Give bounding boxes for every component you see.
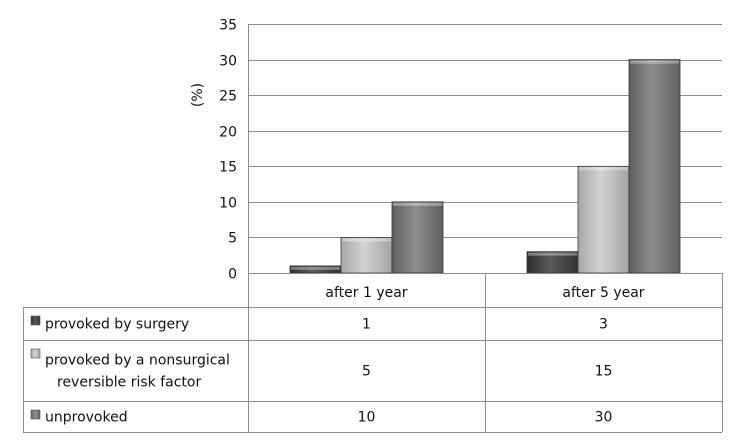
legend-key (30, 348, 41, 359)
y-tick-label: 30 (219, 54, 237, 70)
bar-1-3 (391, 201, 444, 274)
bar-2-3 (628, 59, 681, 274)
y-axis: 0 5 10 15 20 25 30 35 (219, 18, 249, 283)
y-axis-label: (%) (190, 83, 206, 107)
x-tick-label: after 1 year (325, 285, 407, 301)
data-label: 15 (595, 364, 613, 380)
data-label: 30 (595, 410, 613, 426)
bar-highlight (342, 238, 391, 242)
bar-highlight (291, 266, 340, 270)
legend-label: unprovoked (45, 410, 128, 426)
y-tick-label: 10 (219, 196, 237, 212)
y-tick-label: 5 (228, 231, 237, 247)
legend-key (30, 315, 41, 326)
bar-highlight (528, 252, 577, 256)
bar-highlight (393, 202, 442, 206)
legend-label: provoked by surgery (45, 317, 189, 333)
bar-highlight (630, 60, 679, 64)
y-tick-label: 0 (228, 267, 237, 283)
y-tick-label: 25 (219, 89, 237, 105)
legend-label: provoked by a nonsurgical reversible risk… (45, 353, 230, 391)
legend-label-line: reversible risk factor (57, 375, 201, 391)
legend-label-line: provoked by surgery (45, 317, 189, 333)
y-tick-label: 35 (219, 18, 237, 34)
bars (289, 59, 681, 274)
data-label: 1 (362, 317, 371, 333)
bar-highlight (579, 167, 628, 171)
x-tick-label: after 5 year (562, 285, 644, 301)
legend-label-line: provoked by a nonsurgical (45, 353, 230, 369)
gridlines (248, 24, 722, 238)
bar-2-2 (577, 165, 630, 274)
data-label: 10 (358, 410, 376, 426)
data-label: 5 (362, 364, 371, 380)
legend-label-line: unprovoked (45, 410, 128, 426)
y-tick-label: 15 (219, 160, 237, 176)
bar-1-2 (340, 237, 393, 274)
legend-key (30, 409, 41, 420)
data-label: 3 (599, 317, 608, 333)
y-tick-label: 20 (219, 125, 237, 141)
data-table: after 1 year after 5 year provoked by surg… (23, 273, 723, 433)
